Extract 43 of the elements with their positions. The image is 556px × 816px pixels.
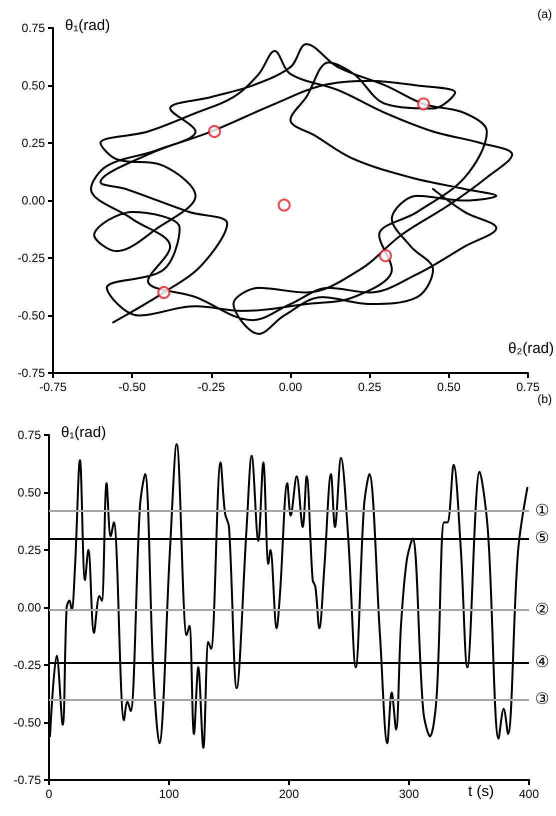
y-tick-label: -0.75 <box>14 773 42 787</box>
y-tick-label: 0.25 <box>22 136 46 150</box>
x-tick-label: 100 <box>158 787 180 801</box>
ref-line-label: ② <box>535 601 550 618</box>
y-tick-label: 0.50 <box>22 78 46 92</box>
y-tick-label: 0.75 <box>22 21 46 35</box>
x-tick-label: 400 <box>518 787 540 801</box>
x-tick-label: 0.75 <box>516 380 540 394</box>
y-tick-label: -0.25 <box>14 658 42 672</box>
y-tick-label: 0.75 <box>18 428 42 442</box>
y-axis-title: θ₁(rad) <box>65 17 110 34</box>
line-series <box>90 43 514 335</box>
y-tick-label: -0.25 <box>18 251 46 265</box>
x-axis-title: t (s) <box>468 783 494 800</box>
ref-line-label: ④ <box>535 654 550 672</box>
x-tick-label: 0 <box>46 787 53 801</box>
x-tick-label: 0.50 <box>437 380 461 394</box>
y-tick-label: -0.75 <box>18 366 46 380</box>
point <box>157 286 170 299</box>
point <box>379 249 392 262</box>
point <box>417 97 430 110</box>
text: (b) <box>537 392 552 406</box>
ref-line-label: ① <box>535 502 550 520</box>
x-tick-label: -0.75 <box>39 380 67 394</box>
y-tick-label: -0.50 <box>14 716 42 730</box>
x-tick-label: -0.50 <box>118 380 146 394</box>
x-tick-label: -0.25 <box>198 380 226 394</box>
y-tick-label: 0.25 <box>18 543 42 557</box>
x-tick-label: 300 <box>398 787 420 801</box>
y-tick-label: 0.50 <box>18 486 42 500</box>
text: (a) <box>537 7 552 21</box>
x-tick-label: 0.25 <box>358 380 382 394</box>
x-axis-title: θ₂(rad) <box>508 340 554 357</box>
y-axis-title: θ₁(rad) <box>61 424 106 441</box>
ref-line-label: ③ <box>535 691 550 708</box>
y-tick-label: -0.50 <box>18 308 46 322</box>
y-tick-label: 0.00 <box>22 194 46 208</box>
point <box>208 125 221 138</box>
x-tick-label: 200 <box>278 787 300 801</box>
y-tick-label: 0.00 <box>18 600 42 614</box>
ref-line-label: ⑤ <box>535 530 550 547</box>
x-tick-label: 0.00 <box>278 380 302 394</box>
point <box>278 198 291 212</box>
